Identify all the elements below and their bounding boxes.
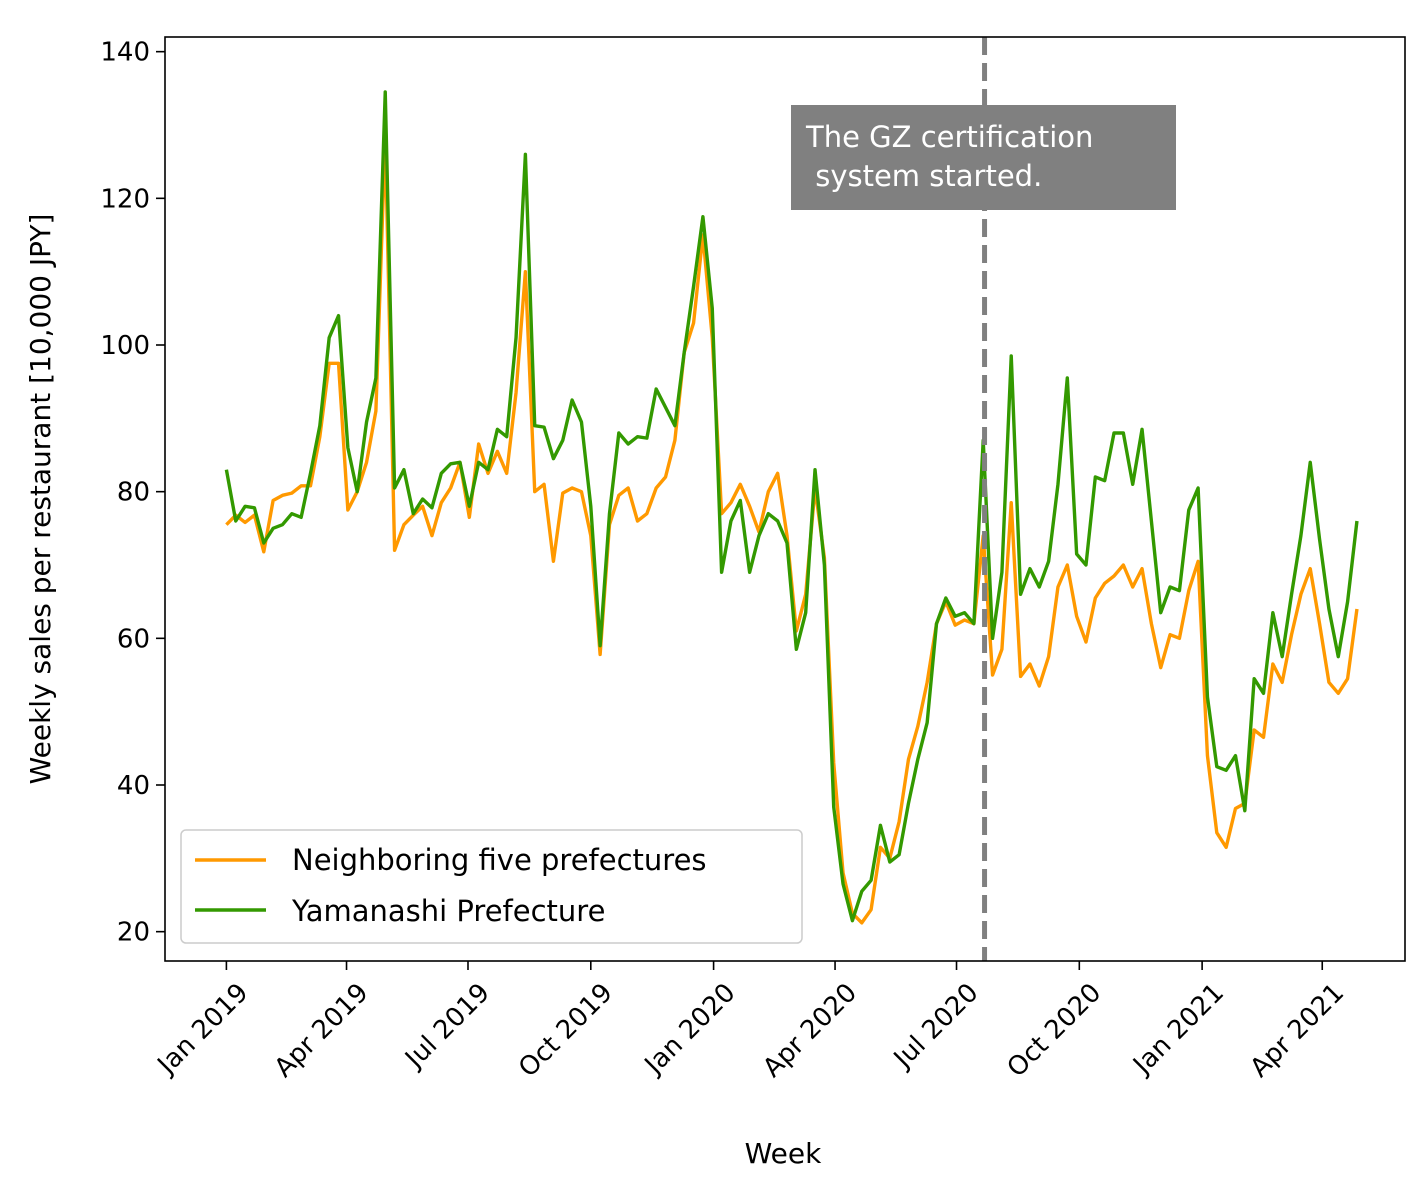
annotation-background xyxy=(791,105,1176,210)
y-tick-label: 40 xyxy=(117,771,150,801)
y-axis-ticks: 20 40 60 80 100 120 140 xyxy=(100,38,165,948)
legend: Neighboring five prefectures Yamanashi P… xyxy=(180,829,803,944)
series-lines xyxy=(224,90,1359,925)
x-axis-ticks: Jan 2019 Apr 2019 Jul 2019 Oct 2019 Jan 2020… xyxy=(151,961,1350,1083)
y-tick-label: 80 xyxy=(117,478,150,508)
legend-frame xyxy=(180,829,803,944)
legend-label-neighboring: Neighboring five prefectures xyxy=(292,843,707,877)
annotation-line-2: system started. xyxy=(806,159,1042,193)
x-tick-label: Apr 2019 xyxy=(269,978,375,1084)
x-axis-label: Week xyxy=(745,1137,822,1170)
y-axis-label: Weekly sales per restaurant [10,000 JPY] xyxy=(24,214,57,785)
x-tick-label: Jan 2019 xyxy=(151,978,255,1082)
y-tick-label: 120 xyxy=(100,184,150,214)
y-tick-label: 60 xyxy=(117,624,150,654)
y-tick-label: 140 xyxy=(100,38,150,68)
legend-label-yamanashi: Yamanashi Prefecture xyxy=(291,894,605,928)
x-tick-label: Apr 2021 xyxy=(1245,978,1351,1084)
annotation-line-1: The GZ certification xyxy=(805,120,1093,154)
x-tick-label: Oct 2019 xyxy=(513,978,619,1084)
x-tick-label: Jul 2019 xyxy=(399,978,496,1075)
x-tick-label: Oct 2020 xyxy=(1002,978,1108,1084)
x-tick-label: Jan 2020 xyxy=(638,978,742,1082)
y-tick-label: 100 xyxy=(100,331,150,361)
series-line-1 xyxy=(224,90,1359,923)
x-tick-label: Jan 2021 xyxy=(1126,978,1230,1082)
x-tick-label: Apr 2020 xyxy=(757,978,863,1084)
plot-frame xyxy=(164,36,1406,962)
annotation-box: The GZ certification system started. xyxy=(791,105,1176,210)
y-tick-label: 20 xyxy=(117,918,150,948)
x-tick-label: Jul 2020 xyxy=(887,978,984,1075)
